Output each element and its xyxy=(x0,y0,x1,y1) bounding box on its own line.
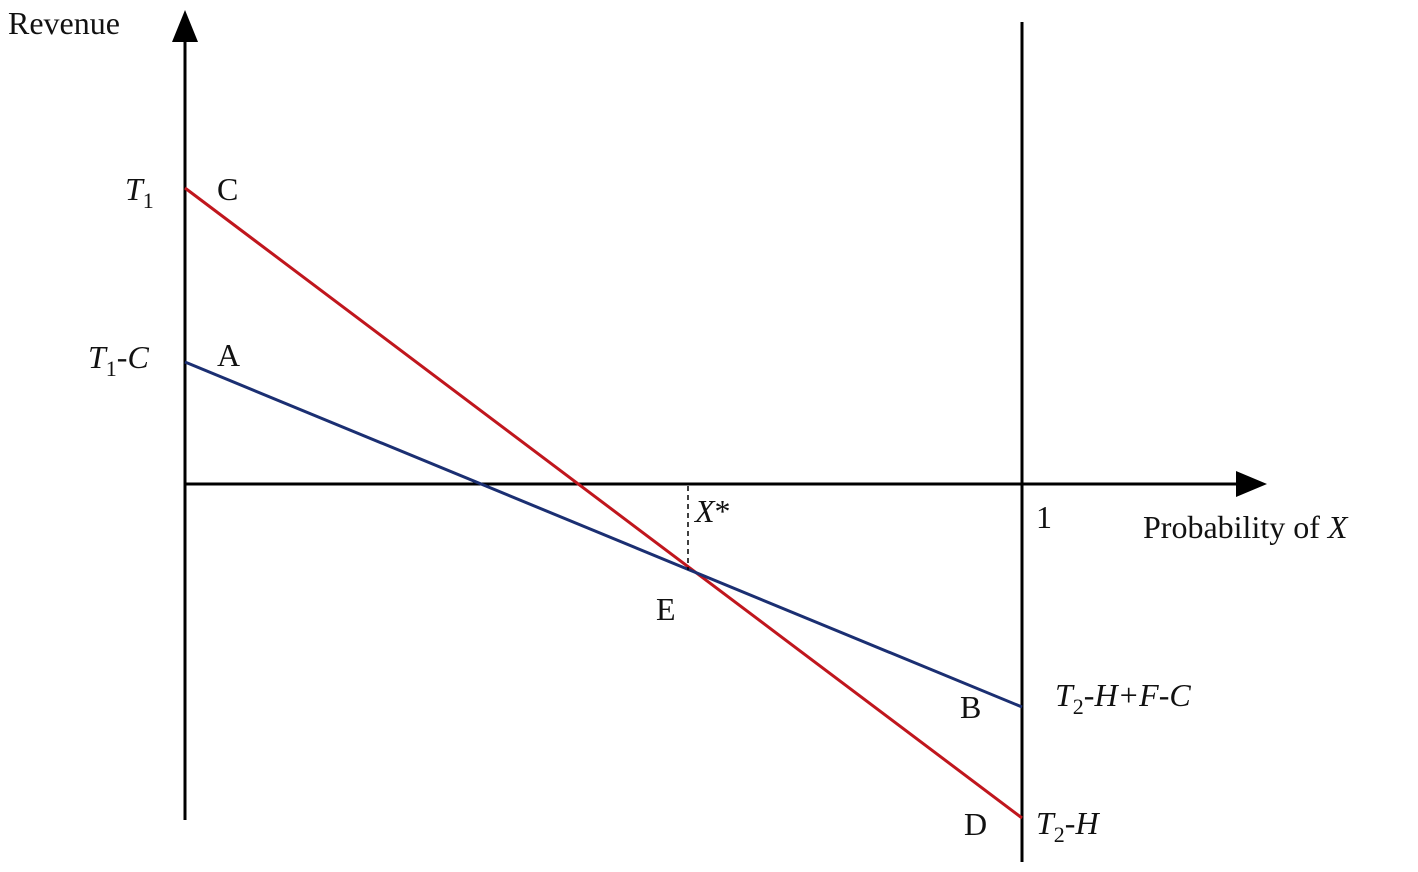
point-c-label: C xyxy=(217,171,238,207)
label-t1-minus-c: T1-C xyxy=(88,339,149,381)
line-a-b xyxy=(184,360,1023,709)
label-t2-h-f-c: T2-H+F-C xyxy=(1055,677,1191,719)
x-tick-one: 1 xyxy=(1036,499,1052,535)
line-c-d xyxy=(184,186,1023,820)
point-e-label: E xyxy=(656,591,676,627)
y-axis-arrow xyxy=(172,10,198,42)
point-b-label: B xyxy=(960,689,981,725)
label-t2-h: T2-H xyxy=(1036,805,1100,847)
point-a-label: A xyxy=(217,337,240,373)
label-t1: T1 xyxy=(125,171,154,213)
x-axis-label: Probability of X xyxy=(1143,509,1349,545)
x-axis-arrow xyxy=(1236,471,1267,497)
threshold-label: X* xyxy=(693,493,731,529)
y-axis-label: Revenue xyxy=(8,5,120,41)
point-d-label: D xyxy=(964,806,987,842)
